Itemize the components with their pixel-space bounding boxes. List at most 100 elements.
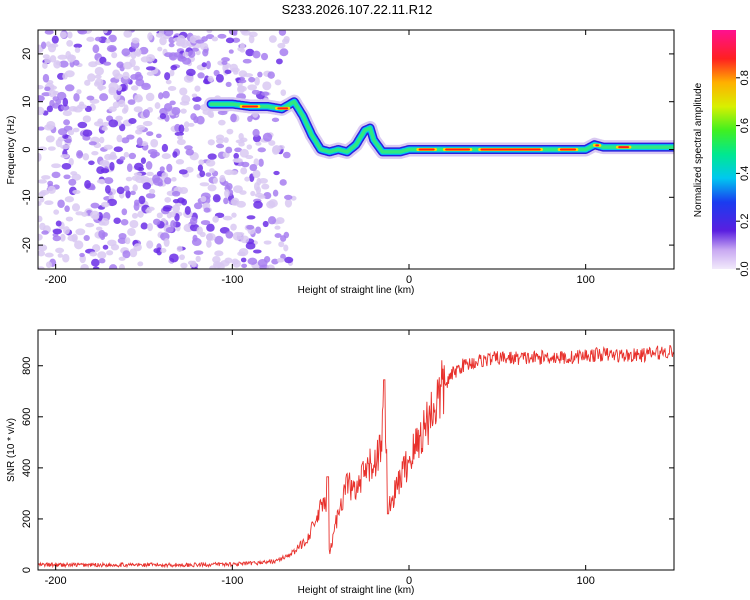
noise-blob (108, 264, 118, 269)
noise-blob (215, 73, 224, 83)
noise-blob (243, 73, 254, 78)
noise-blob (98, 258, 106, 264)
noise-blob (200, 196, 207, 203)
noise-blob (64, 196, 75, 203)
noise-blob (192, 96, 202, 102)
colorbar: 0.0 0.2 0.4 0.6 0.8 Normalized spectral ampl… (693, 30, 750, 277)
noise-blob (196, 226, 203, 235)
noise-blob (254, 76, 260, 86)
noise-blob (111, 52, 118, 59)
noise-blob (196, 115, 205, 125)
noise-blob (38, 266, 45, 269)
noise-blob (55, 247, 65, 254)
noise-blob (108, 34, 117, 43)
noise-blob (160, 247, 167, 253)
noise-blob (104, 153, 113, 161)
noise-blob (232, 31, 238, 36)
noise-blob (257, 258, 268, 268)
noise-blob (102, 30, 108, 34)
noise-blob (161, 153, 171, 160)
noise-blob (185, 68, 196, 77)
noise-blob (73, 92, 80, 102)
noise-blob (113, 146, 123, 153)
noise-blob (78, 101, 85, 107)
noise-blob (115, 115, 123, 121)
noise-blob (38, 146, 48, 151)
noise-blob (102, 121, 110, 127)
noise-blob (134, 48, 142, 57)
noise-blob (159, 113, 167, 120)
noise-blob (255, 186, 261, 195)
snr-ytick-label: 800 (21, 357, 33, 375)
noise-blob (48, 89, 57, 98)
noise-blob (224, 69, 232, 75)
spectrogram-xlabel: Height of straight line (km) (298, 285, 415, 296)
noise-blob (217, 33, 227, 39)
noise-blob (226, 128, 234, 135)
noise-blob (44, 86, 51, 92)
noise-blob (257, 71, 263, 78)
noise-blob (164, 197, 172, 203)
noise-blob (108, 82, 119, 91)
snr-panel: -200 -100 0 100 0 200 400 600 800 Height of stra… (6, 329, 675, 596)
noise-blob (57, 54, 68, 60)
noise-blob (206, 239, 212, 248)
noise-blob (71, 173, 82, 181)
noise-blob (38, 250, 46, 257)
noise-blob (274, 225, 281, 230)
noise-blob (59, 31, 67, 39)
noise-blob (133, 202, 140, 211)
noise-blob (254, 192, 264, 198)
noise-blob (177, 197, 185, 204)
noise-blob (176, 245, 183, 252)
noise-blob (124, 237, 131, 245)
noise-blob (251, 89, 261, 95)
noise-blob (106, 44, 117, 53)
noise-blob (135, 71, 142, 78)
noise-blob (191, 260, 197, 268)
noise-blob (113, 217, 121, 224)
noise-blob (67, 31, 73, 39)
noise-blob (199, 170, 206, 178)
noise-blob (62, 73, 68, 80)
noise-blob (155, 133, 162, 139)
noise-blob (225, 81, 232, 88)
noise-blob (129, 219, 139, 229)
noise-blob (103, 61, 112, 66)
noise-blob (84, 179, 91, 189)
snr-ytick-label: 600 (21, 408, 33, 426)
noise-blob (59, 233, 66, 242)
colorbar-gradient (712, 30, 736, 269)
noise-blob (77, 30, 88, 35)
noise-blob (85, 222, 95, 228)
noise-blob (164, 72, 171, 81)
noise-blob (205, 34, 215, 40)
noise-blob (38, 153, 42, 162)
noise-blob (194, 85, 201, 92)
snr-xtick-label: 100 (576, 575, 594, 587)
noise-blob (156, 212, 163, 219)
noise-blob (90, 185, 96, 191)
noise-blob (55, 220, 62, 227)
noise-blob (74, 47, 81, 53)
noise-blob (274, 79, 282, 86)
noise-blob (97, 118, 104, 125)
noise-blob (92, 44, 100, 54)
noise-blob (181, 95, 191, 104)
noise-blob (223, 137, 229, 143)
noise-blob (88, 141, 97, 146)
noise-blob (234, 147, 243, 153)
noise-blob (146, 131, 154, 137)
noise-blob (233, 152, 240, 160)
noise-blob (130, 85, 139, 91)
noise-blob (118, 256, 126, 261)
noise-blob (44, 200, 54, 206)
noise-blob (177, 135, 184, 140)
noise-blob (127, 227, 136, 237)
noise-blob (238, 141, 245, 147)
spectrogram-ytick-label: -10 (21, 189, 33, 205)
noise-blob (225, 37, 235, 44)
noise-blob (102, 244, 109, 250)
noise-blob (77, 151, 84, 157)
